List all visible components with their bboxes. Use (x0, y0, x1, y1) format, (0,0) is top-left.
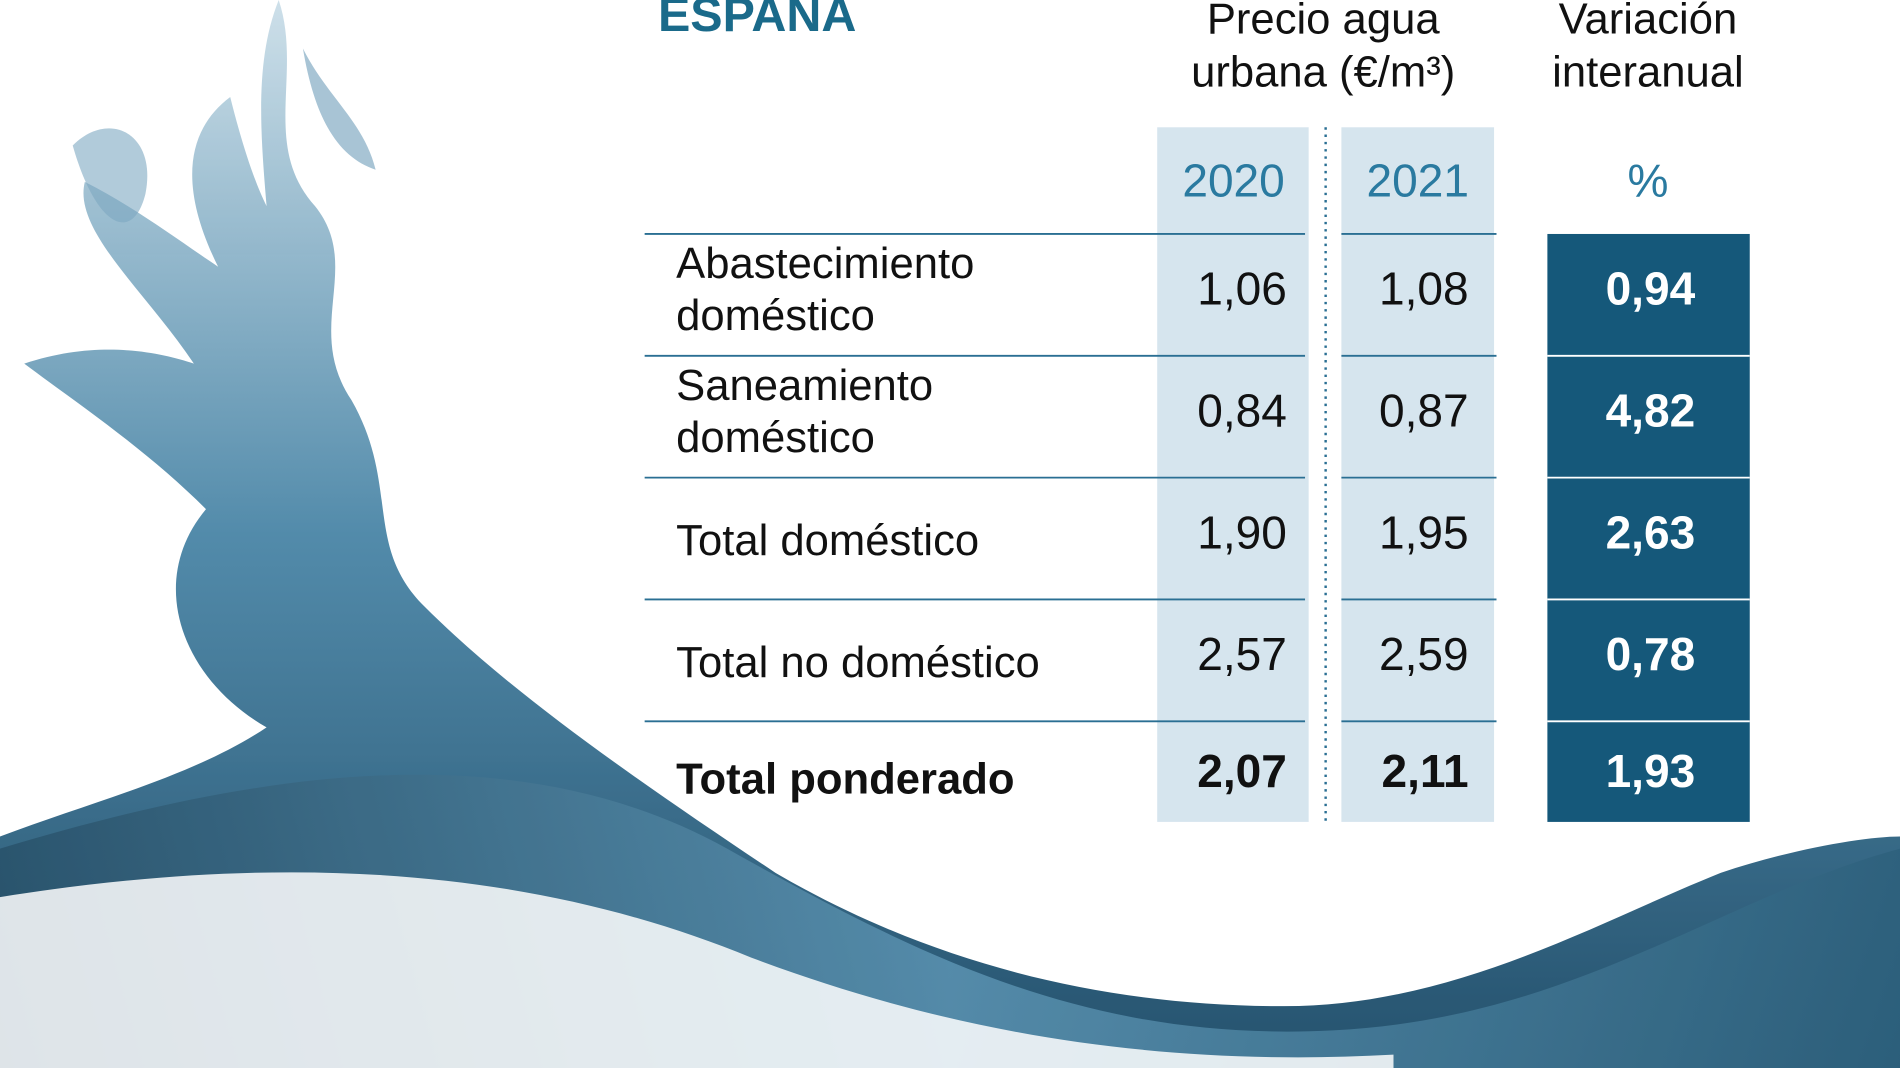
column-subheader: 2020 (1182, 154, 1284, 206)
cell-value: 2,59 (1379, 628, 1469, 680)
cell-value: 0,84 (1197, 384, 1287, 436)
column-subheader: 2021 (1367, 154, 1469, 206)
price-table: ESPAÑA Precio agua urbana (€/m³) Variaci… (644, 0, 1750, 822)
price-heading: urbana (€/m³) (1191, 49, 1455, 97)
variation-value: 1,93 (1606, 745, 1696, 797)
variation-value: 0,78 (1606, 628, 1696, 680)
variation-value: 4,82 (1606, 384, 1696, 436)
column-2021-bg (1341, 127, 1495, 822)
row-label: doméstico (676, 414, 875, 462)
cell-value: 2,07 (1197, 745, 1287, 797)
cell-value: 1,90 (1197, 506, 1287, 558)
variation-heading: Variación (1559, 0, 1738, 43)
cell-value: 0,87 (1379, 384, 1469, 436)
row-label: Saneamiento (676, 362, 933, 410)
row-label: Total doméstico (676, 517, 979, 565)
variation-heading: interanual (1552, 49, 1744, 97)
price-heading: Precio agua (1207, 0, 1441, 43)
cell-value: 1,95 (1379, 506, 1469, 558)
title: ESPAÑA (658, 0, 856, 42)
row-label: doméstico (676, 292, 875, 340)
row-label: Total no doméstico (676, 639, 1040, 687)
cell-value: 2,57 (1197, 628, 1287, 680)
row-label: Total ponderado (676, 756, 1014, 804)
variation-value: 0,94 (1606, 263, 1696, 315)
variation-column-bg (1547, 233, 1750, 822)
cell-value: 1,06 (1197, 263, 1287, 315)
row-label: Abastecimiento (676, 240, 974, 288)
column-subheader: % (1627, 154, 1668, 206)
cell-value: 2,11 (1382, 745, 1469, 797)
column-2020-bg (1157, 127, 1309, 822)
cell-value: 1,08 (1379, 263, 1469, 315)
variation-value: 2,63 (1606, 506, 1696, 558)
